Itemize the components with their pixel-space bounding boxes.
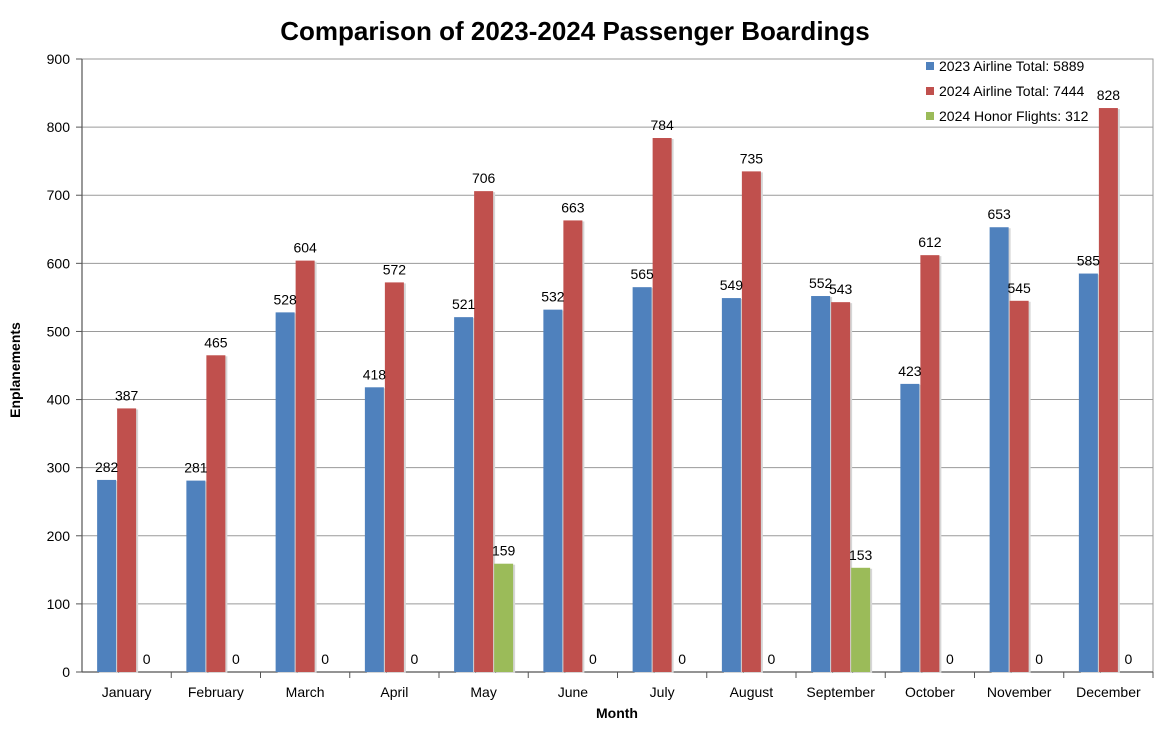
x-tick-label: February (188, 684, 244, 700)
legend-entry: 2024 Honor Flights: 312 (939, 108, 1089, 124)
bars (97, 108, 1120, 674)
data-label: 585 (1077, 253, 1101, 269)
bar (811, 296, 831, 672)
data-labels: 282 387 0 281 465 0 528 604 0 418 572 0 521 706 159 532… (95, 87, 1133, 667)
data-label: 281 (184, 460, 208, 476)
bar (186, 480, 206, 672)
data-label: 528 (273, 291, 297, 307)
bar (97, 479, 117, 672)
legend-swatch (926, 87, 934, 95)
x-tick-label: September (806, 684, 875, 700)
data-label: 465 (204, 334, 228, 350)
bar (741, 171, 761, 672)
bar (1098, 108, 1118, 673)
legend-swatch (926, 62, 934, 70)
legend-entry: 2023 Airline Total: 5889 (939, 58, 1085, 74)
data-label: 0 (232, 651, 240, 667)
data-label: 735 (740, 150, 764, 166)
data-label: 0 (678, 651, 686, 667)
data-label: 828 (1097, 87, 1121, 103)
data-label: 653 (987, 206, 1011, 222)
x-tick-label: December (1076, 684, 1141, 700)
data-label: 0 (410, 651, 418, 667)
data-label: 552 (809, 275, 833, 291)
data-label: 159 (492, 543, 516, 559)
bar (721, 298, 741, 672)
x-tick-label: May (470, 684, 496, 700)
bar (543, 309, 563, 672)
y-tick-label: 300 (47, 460, 71, 476)
bar (295, 260, 315, 672)
y-tick-label: 100 (47, 596, 71, 612)
data-label: 706 (472, 170, 496, 186)
bar (275, 312, 295, 672)
chart-title: Comparison of 2023-2024 Passenger Boardi… (280, 16, 870, 46)
bar (364, 387, 384, 672)
y-tick-label: 200 (47, 528, 71, 544)
data-label: 153 (849, 547, 873, 563)
legend: 2023 Airline Total: 5889 2024 Airline Tot… (926, 58, 1089, 124)
x-tick-label: October (905, 684, 955, 700)
bar (474, 191, 494, 672)
y-tick-label: 700 (47, 187, 71, 203)
bar (632, 287, 652, 672)
bar (384, 282, 404, 672)
data-label: 784 (650, 117, 674, 133)
data-label: 282 (95, 459, 119, 475)
data-label: 663 (561, 199, 585, 215)
data-label: 0 (1035, 651, 1043, 667)
bar (494, 563, 514, 672)
bar (117, 408, 137, 672)
x-tick-label: August (730, 684, 774, 700)
data-label: 545 (1007, 280, 1031, 296)
data-label: 612 (918, 234, 942, 250)
data-label: 549 (720, 277, 744, 293)
y-tick-label: 400 (47, 392, 71, 408)
x-axis-title: Month (596, 705, 638, 721)
data-label: 532 (541, 289, 565, 305)
bar (831, 302, 851, 672)
data-label: 418 (363, 366, 387, 382)
y-tick-label: 0 (62, 664, 70, 680)
legend-entry: 2024 Airline Total: 7444 (939, 83, 1085, 99)
data-label: 565 (630, 266, 654, 282)
y-tick-label: 600 (47, 255, 71, 271)
legend-swatch (926, 112, 934, 120)
x-tick-label: July (650, 684, 675, 700)
data-label: 543 (829, 281, 853, 297)
data-label: 0 (321, 651, 329, 667)
data-label: 0 (946, 651, 954, 667)
x-tick-label: June (558, 684, 589, 700)
data-label: 572 (383, 261, 407, 277)
bar (652, 138, 672, 672)
axes: 0 100 200 300 400 500 600 700 800 900 January Febru… (47, 51, 1154, 700)
data-label: 423 (898, 363, 922, 379)
data-label: 0 (767, 651, 775, 667)
bar (454, 317, 474, 672)
bar (851, 567, 871, 672)
y-tick-label: 500 (47, 323, 71, 339)
bar (206, 355, 226, 672)
data-label: 0 (1124, 651, 1132, 667)
bar (900, 383, 920, 672)
data-label: 387 (115, 387, 139, 403)
x-tick-label: January (102, 684, 152, 700)
bar (1078, 273, 1098, 672)
data-label: 0 (589, 651, 597, 667)
bar (920, 255, 940, 672)
y-tick-label: 900 (47, 51, 71, 67)
bar (1009, 300, 1029, 672)
y-tick-label: 800 (47, 119, 71, 135)
x-tick-label: March (286, 684, 325, 700)
bar (563, 220, 583, 672)
data-label: 0 (143, 651, 151, 667)
y-axis-title: Enplanements (7, 322, 23, 418)
bar (989, 227, 1009, 673)
x-tick-label: April (380, 684, 408, 700)
data-label: 521 (452, 296, 476, 312)
x-tick-label: November (987, 684, 1052, 700)
data-label: 604 (293, 240, 317, 256)
